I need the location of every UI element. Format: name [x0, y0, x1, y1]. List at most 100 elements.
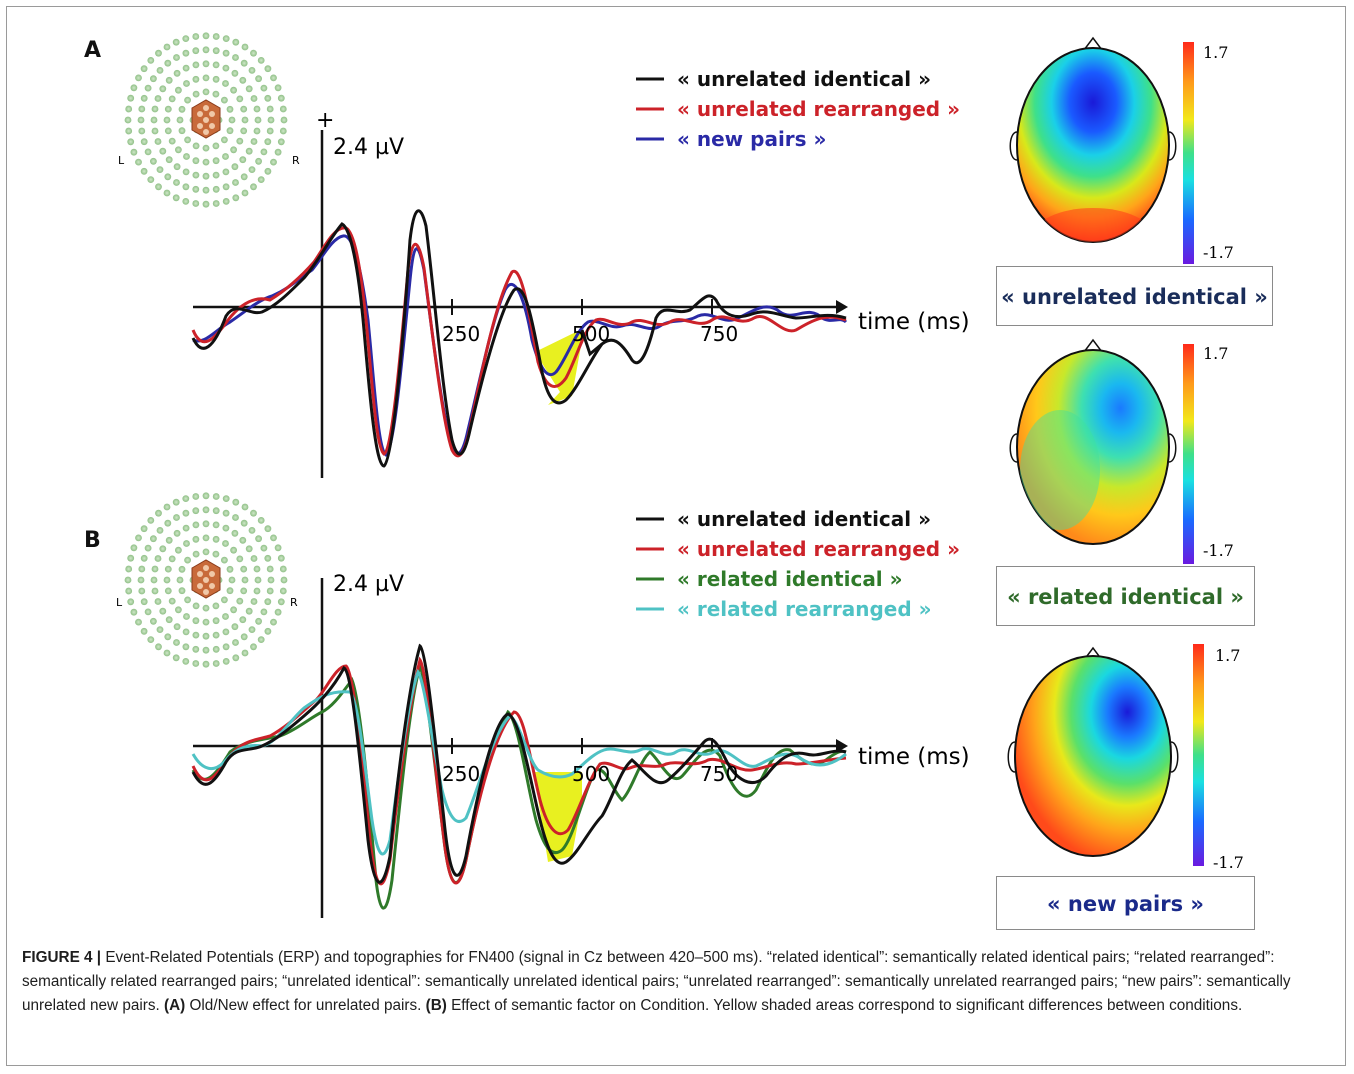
erp-a-tail — [580, 329, 603, 357]
legend-b-item-0: « unrelated identical » — [677, 507, 931, 531]
electrode-dot — [240, 565, 248, 573]
electrode-dot — [212, 493, 220, 500]
electrode-dot — [279, 565, 287, 573]
electrode-dot — [172, 498, 180, 506]
electrode-dot — [165, 616, 173, 624]
electrode-dot — [151, 565, 159, 573]
electrode-dot — [240, 633, 248, 641]
electrode-dot — [151, 127, 159, 135]
cz-electrode-dot — [197, 123, 203, 129]
electrode-dot — [232, 194, 240, 202]
electrode-dot — [144, 544, 152, 552]
electrode-dot — [202, 186, 210, 194]
electrode-dot — [150, 535, 157, 543]
colorbar-2 — [1183, 344, 1194, 564]
electrode-dot — [172, 194, 180, 202]
electrode-dot — [240, 587, 248, 595]
ear-right-icon — [1170, 741, 1179, 773]
erp-a-unrelated-rearranged — [191, 226, 847, 458]
electrode-dot — [202, 604, 210, 612]
electrode-dot — [236, 555, 244, 563]
electrode-dot — [257, 517, 265, 524]
electrode-dot — [250, 49, 257, 57]
electrode-dot — [140, 627, 148, 635]
electrode-dot — [154, 555, 162, 562]
electrode-dot — [147, 176, 155, 183]
electrode-dot — [178, 587, 186, 595]
topography-2-label: « related identical » — [996, 566, 1255, 626]
electrode-dot — [221, 596, 228, 604]
tick-label-500-b: 500 — [572, 762, 610, 786]
electrode-dot — [239, 536, 247, 544]
electrode-dot — [138, 587, 146, 595]
electrode-dot — [172, 38, 180, 46]
electrode-dot — [228, 116, 236, 124]
electrode-dot — [165, 536, 173, 544]
electrode-dot — [241, 649, 249, 657]
electrode-dot — [202, 32, 210, 40]
electrode-dot — [260, 148, 268, 156]
electrode-dot — [192, 602, 200, 610]
electrode-dot — [138, 105, 146, 113]
electrode-dot — [192, 185, 200, 193]
electrode-dot — [156, 527, 164, 534]
erp-panel-b: 2.4 µV 250 500 750 time (ms) « unrelated… — [191, 507, 970, 918]
electrode-dot — [164, 519, 172, 527]
electrode-dot — [222, 628, 230, 636]
colorbar-3 — [1193, 644, 1204, 866]
electrode-dot — [232, 639, 239, 646]
electrode-dot — [228, 576, 236, 584]
electrode-dot — [280, 576, 288, 584]
electrode-dot — [241, 43, 249, 51]
electrode-dot — [274, 148, 282, 156]
electrode-dot — [212, 200, 220, 207]
electrode-dot — [137, 576, 145, 584]
electrode-dot — [202, 492, 210, 500]
electrode-dot — [260, 608, 268, 616]
topography-1: 1.7 -1.7 — [1009, 36, 1234, 264]
electrode-dot — [212, 171, 220, 179]
ear-right-icon — [1168, 433, 1177, 463]
electrode-dot — [212, 90, 220, 98]
electrode-dot — [255, 535, 262, 543]
electrode-dot — [151, 587, 159, 595]
electrode-dot — [260, 84, 268, 92]
electrode-dot — [266, 127, 274, 135]
electrode-dot — [270, 618, 277, 626]
legend-b-item-2: « related identical » — [677, 567, 903, 591]
electrode-dot — [164, 565, 172, 573]
electrode-dot — [277, 598, 285, 606]
electrode-dot — [240, 519, 248, 527]
amplitude-label-a: 2.4 µV — [333, 135, 404, 160]
electrode-dot — [154, 138, 162, 145]
electrode-dot — [125, 587, 133, 595]
electrode-dot — [245, 147, 253, 155]
electrode-dot — [264, 138, 272, 146]
tick-label-750-b: 750 — [700, 762, 738, 786]
cz-electrode-dot — [209, 583, 215, 589]
electrode-dot — [173, 54, 180, 61]
electrode-dot — [279, 105, 287, 113]
electrode-dot — [173, 623, 181, 631]
electrode-dot — [248, 67, 256, 74]
electrode-map-b-left-label: L — [116, 596, 123, 609]
electrode-dot — [173, 69, 181, 77]
electrode-dot — [202, 158, 210, 166]
electrode-dot — [222, 643, 230, 651]
electrode-dot — [151, 105, 159, 113]
electrode-dot — [154, 95, 162, 102]
electrode-dot — [156, 166, 164, 173]
electrode-dot — [212, 185, 220, 193]
electrode-dot — [175, 86, 182, 94]
cz-electrode-dot — [203, 565, 209, 571]
electrode-dot — [137, 116, 145, 124]
cz-electrode-dot — [203, 577, 209, 583]
electrode-dot — [222, 183, 230, 191]
electrode-dot — [165, 156, 173, 164]
electrode-dot — [135, 74, 142, 82]
electrode-dot — [173, 639, 180, 646]
electrode-dot — [202, 548, 210, 556]
electrode-dot — [182, 183, 190, 191]
electrode-dot — [135, 158, 142, 166]
legend-a: « unrelated identical » « unrelated rear… — [636, 67, 960, 151]
